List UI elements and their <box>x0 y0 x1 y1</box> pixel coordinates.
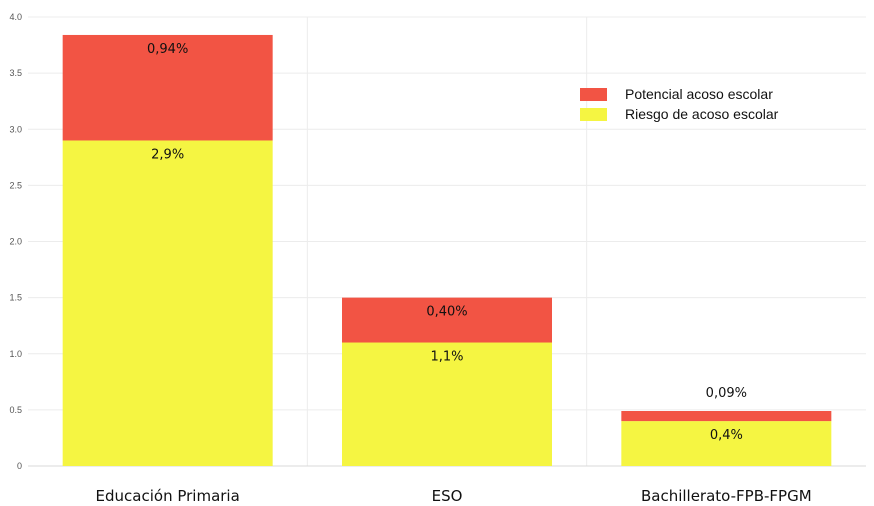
bar-riesgo <box>342 342 552 466</box>
y-axis: 0 0.5 1.0 1.5 2.0 2.5 3.0 3.5 4.0 <box>9 12 22 471</box>
bar-potencial <box>62 34 273 141</box>
y-tick-label: 3.0 <box>9 124 22 134</box>
legend-label: Riesgo de acoso escolar <box>625 106 779 122</box>
bar-potencial <box>621 410 832 422</box>
x-axis: Educación Primaria ESO Bachillerato-FPB-FP… <box>96 487 812 505</box>
data-label: 2,9% <box>151 147 184 162</box>
x-category-label: ESO <box>432 487 463 505</box>
y-tick-label: 0.5 <box>9 405 22 415</box>
y-tick-label: 4.0 <box>9 12 22 22</box>
bars: 2,9% 0,94% 1,1% 0,40% 0,4% 0,09% <box>62 34 832 466</box>
data-label: 0,40% <box>426 305 467 320</box>
bar-riesgo <box>621 421 832 466</box>
legend-swatch <box>580 108 607 121</box>
x-category-label: Educación Primaria <box>96 487 240 505</box>
x-category-label: Bachillerato-FPB-FPGM <box>641 487 812 505</box>
y-tick-label: 3.5 <box>9 68 22 78</box>
y-tick-label: 1.0 <box>9 349 22 359</box>
legend-label: Potencial acoso escolar <box>625 86 773 102</box>
y-tick-label: 2.5 <box>9 180 22 190</box>
data-label: 0,94% <box>147 42 188 57</box>
y-tick-label: 0 <box>17 461 22 471</box>
bar-potencial <box>342 297 552 343</box>
legend-swatch <box>580 88 607 101</box>
data-label: 1,1% <box>430 350 463 365</box>
y-tick-label: 2.0 <box>9 237 22 247</box>
data-label: 0,09% <box>706 386 747 401</box>
data-label: 0,4% <box>710 428 743 443</box>
legend: Potencial acoso escolar Riesgo de acoso e… <box>580 86 779 122</box>
bar-riesgo <box>62 140 273 466</box>
y-tick-label: 1.5 <box>9 293 22 303</box>
